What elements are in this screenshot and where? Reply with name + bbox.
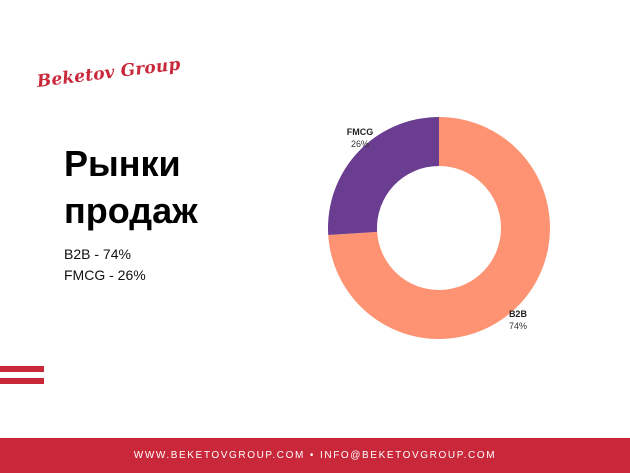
slice-value-b2b: 74% xyxy=(509,321,527,331)
summary-line-b2b: B2B - 74% xyxy=(64,246,131,262)
brand-logo: Beketov Group xyxy=(35,54,182,92)
market-summary: B2B - 74% FMCG - 26% xyxy=(64,244,146,286)
page-title: Рынки продаж xyxy=(64,140,198,234)
decorative-stripe-2 xyxy=(0,378,44,384)
footer-separator: • xyxy=(309,450,315,461)
footer-website-link[interactable]: WWW.BEKETOVGROUP.COM xyxy=(133,450,305,461)
footer-email-link[interactable]: INFO@BEKETOVGROUP.COM xyxy=(320,450,497,461)
donut-chart: B2B 74% FMCG 26% xyxy=(328,117,550,339)
slice-label-fmcg: FMCG xyxy=(347,127,374,137)
slice-label-b2b: B2B xyxy=(509,309,528,319)
decorative-stripe-1 xyxy=(0,366,44,372)
donut-slice-b2b xyxy=(328,117,550,339)
donut-slice-fmcg xyxy=(328,117,439,235)
summary-line-fmcg: FMCG - 26% xyxy=(64,267,146,283)
slice-value-fmcg: 26% xyxy=(351,139,369,149)
decorative-stripes xyxy=(0,366,44,390)
page-title-line-1: Рынки xyxy=(64,143,181,184)
page-title-line-2: продаж xyxy=(64,190,198,231)
footer-bar: WWW.BEKETOVGROUP.COM • INFO@BEKETOVGROUP… xyxy=(0,438,630,473)
